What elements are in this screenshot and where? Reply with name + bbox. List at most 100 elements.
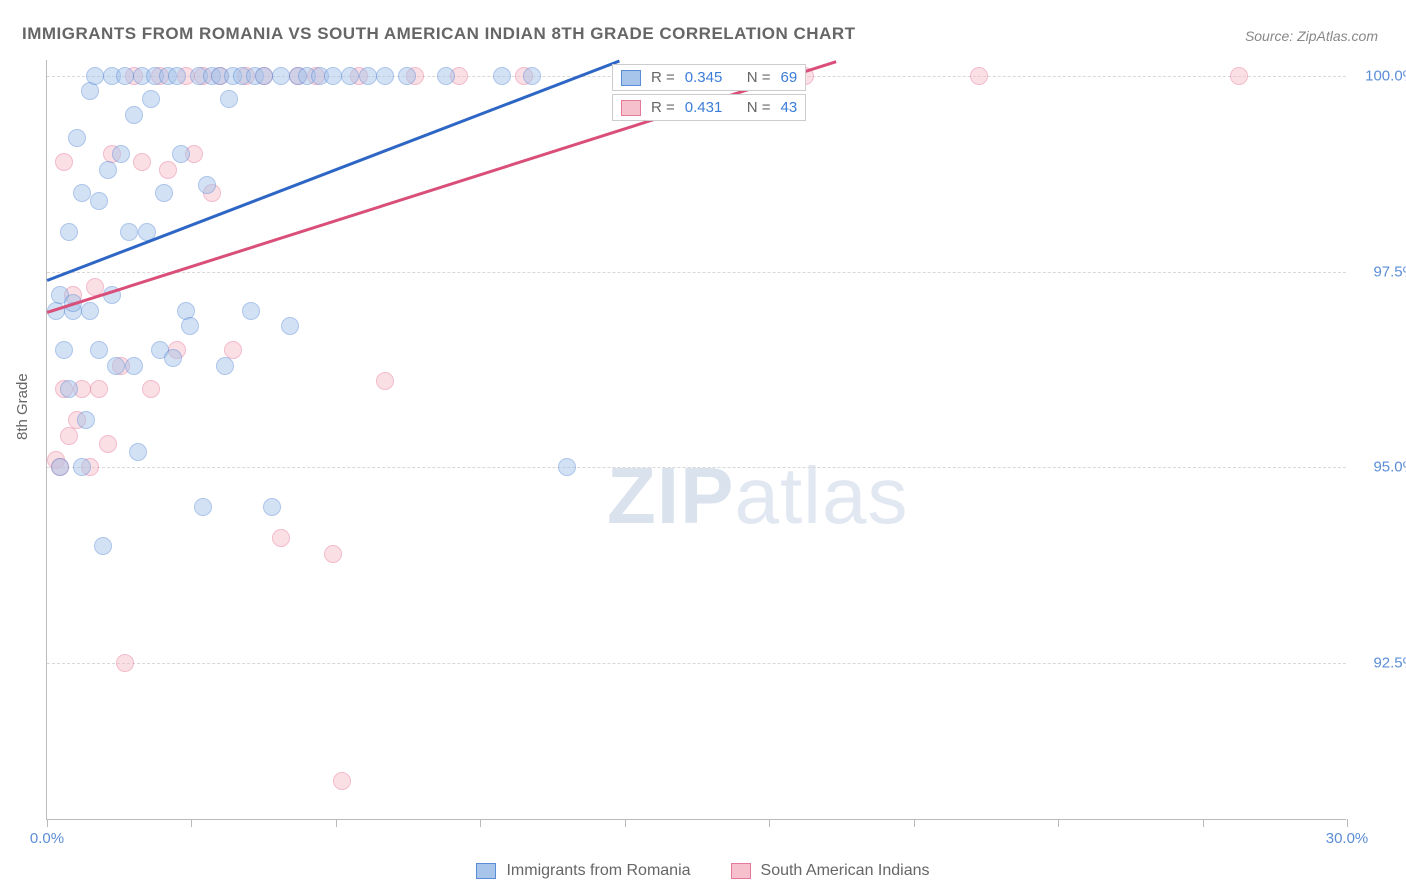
x-tick-label: 30.0% <box>1326 830 1369 847</box>
series-a-point <box>523 67 541 85</box>
series-a-point <box>168 67 186 85</box>
x-tick <box>336 819 337 827</box>
x-tick <box>191 819 192 827</box>
stat-N-label: N = <box>747 69 771 86</box>
legend-bottom: Immigrants from Romania South American I… <box>0 862 1406 880</box>
series-b-point <box>272 529 290 547</box>
legend-label-a: Immigrants from Romania <box>506 862 690 880</box>
x-tick-label: 0.0% <box>30 830 64 847</box>
series-a-point <box>60 223 78 241</box>
x-tick <box>47 819 48 827</box>
watermark-bold: ZIP <box>607 451 734 540</box>
series-a-point <box>125 106 143 124</box>
series-a-point <box>94 537 112 555</box>
series-a-point <box>164 349 182 367</box>
chart-title: IMMIGRANTS FROM ROMANIA VS SOUTH AMERICA… <box>22 24 856 44</box>
series-a-point <box>81 302 99 320</box>
series-a-point <box>194 498 212 516</box>
series-a-point <box>437 67 455 85</box>
series-b-point <box>55 153 73 171</box>
series-a-point <box>263 498 281 516</box>
series-a-point <box>120 223 138 241</box>
series-a-point <box>116 67 134 85</box>
series-b-point <box>116 654 134 672</box>
series-a-point <box>376 67 394 85</box>
legend-swatch <box>621 70 641 86</box>
x-tick <box>769 819 770 827</box>
watermark: ZIPatlas <box>607 450 908 542</box>
series-b-point <box>1230 67 1248 85</box>
series-a-point <box>272 67 290 85</box>
series-a-point <box>125 357 143 375</box>
series-a-trendline <box>47 60 620 282</box>
series-a-point <box>107 357 125 375</box>
series-a-point <box>172 145 190 163</box>
stats-legend-row: R = 0.431 N = 43 <box>612 94 806 121</box>
y-tick-label: 100.0% <box>1356 67 1406 84</box>
series-a-point <box>216 357 234 375</box>
series-a-point <box>558 458 576 476</box>
series-a-point <box>90 192 108 210</box>
gridline <box>47 663 1346 664</box>
series-a-point <box>77 411 95 429</box>
watermark-rest: atlas <box>734 451 908 540</box>
x-tick <box>625 819 626 827</box>
series-b-point <box>142 380 160 398</box>
series-a-point <box>68 129 86 147</box>
series-a-point <box>90 341 108 359</box>
series-b-point <box>60 427 78 445</box>
legend-item-series-a: Immigrants from Romania <box>476 862 690 880</box>
series-a-point <box>112 145 130 163</box>
stat-R-value: 0.345 <box>685 69 737 86</box>
series-a-point <box>51 458 69 476</box>
series-a-point <box>324 67 342 85</box>
legend-swatch-a <box>476 863 496 879</box>
series-a-point <box>73 458 91 476</box>
series-a-point <box>55 341 73 359</box>
source-attribution: Source: ZipAtlas.com <box>1245 28 1378 44</box>
series-a-point <box>81 82 99 100</box>
series-a-point <box>220 90 238 108</box>
series-a-point <box>181 317 199 335</box>
series-a-point <box>86 67 104 85</box>
series-a-point <box>142 90 160 108</box>
x-tick <box>480 819 481 827</box>
stat-R-label: R = <box>651 69 675 86</box>
x-tick <box>914 819 915 827</box>
series-a-point <box>129 443 147 461</box>
series-a-point <box>155 184 173 202</box>
legend-item-series-b: South American Indians <box>731 862 930 880</box>
series-a-point <box>60 380 78 398</box>
series-b-point <box>324 545 342 563</box>
series-a-point <box>281 317 299 335</box>
x-tick <box>1203 819 1204 827</box>
gridline <box>47 272 1346 273</box>
legend-swatch <box>621 100 641 116</box>
series-b-point <box>970 67 988 85</box>
x-tick <box>1058 819 1059 827</box>
legend-swatch-b <box>731 863 751 879</box>
stat-R-label: R = <box>651 99 675 116</box>
stats-legend-row: R = 0.345 N = 69 <box>612 64 806 91</box>
series-a-point <box>73 184 91 202</box>
y-axis-label: 8th Grade <box>14 373 31 440</box>
series-a-point <box>242 302 260 320</box>
series-a-point <box>198 176 216 194</box>
series-b-point <box>159 161 177 179</box>
series-a-point <box>493 67 511 85</box>
y-tick-label: 92.5% <box>1356 655 1406 672</box>
series-a-point <box>99 161 117 179</box>
stat-R-value: 0.431 <box>685 99 737 116</box>
stat-N-label: N = <box>747 99 771 116</box>
x-tick <box>1347 819 1348 827</box>
series-b-point <box>376 372 394 390</box>
stat-N-value: 43 <box>781 99 798 116</box>
y-tick-label: 97.5% <box>1356 263 1406 280</box>
gridline <box>47 467 1346 468</box>
series-b-point <box>133 153 151 171</box>
scatter-plot-area: ZIPatlas 92.5%95.0%97.5%100.0%0.0%30.0%R… <box>46 60 1346 820</box>
series-a-point <box>398 67 416 85</box>
series-b-point <box>333 772 351 790</box>
stat-N-value: 69 <box>781 69 798 86</box>
series-b-point <box>90 380 108 398</box>
